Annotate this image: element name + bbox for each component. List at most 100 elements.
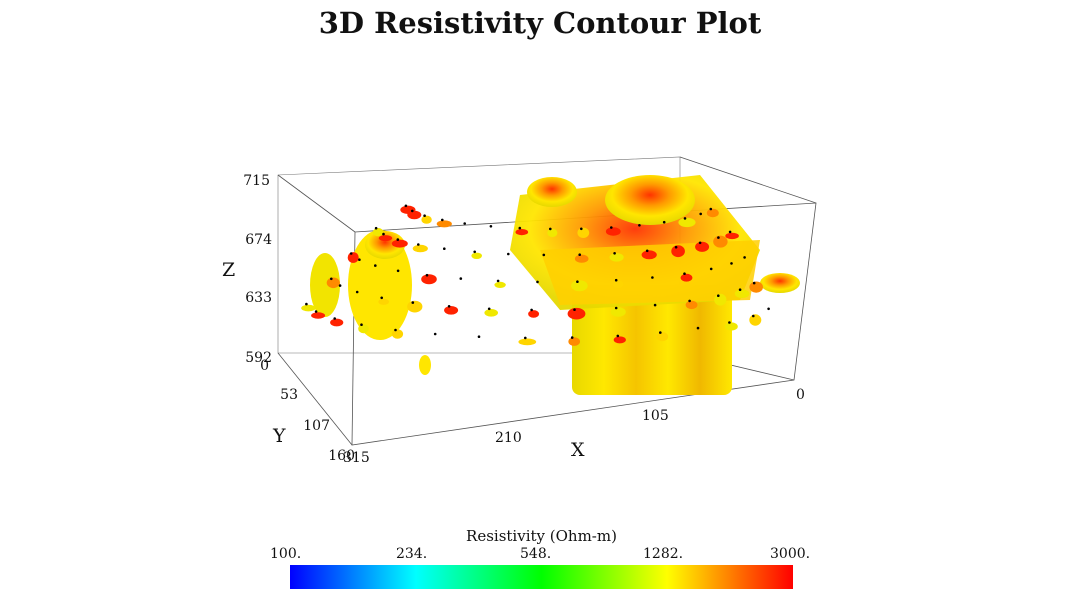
electrode-point: [616, 334, 620, 338]
electrode-point: [683, 272, 686, 276]
isosurface-body: [540, 240, 760, 305]
colorbar: [290, 565, 793, 589]
isosurface-blob: [577, 227, 590, 238]
electrode-point: [338, 284, 342, 287]
isosurface-blob: [680, 273, 693, 282]
electrode-point: [662, 220, 666, 224]
isosurface-blob: [678, 217, 696, 228]
electrode-point: [717, 236, 720, 239]
isosurface-blob: [484, 309, 499, 317]
z-axis-label: Z: [222, 259, 235, 281]
electrode-point: [459, 277, 463, 280]
electrode-point: [507, 252, 510, 256]
z-tick-label: 715: [243, 173, 270, 189]
electrode-point: [752, 281, 756, 285]
isosurface-blob: [515, 229, 529, 236]
electrode-point: [638, 224, 641, 227]
electrode-point: [683, 217, 687, 220]
electrode-point: [699, 212, 702, 216]
colorbar-tick-label: 548.: [520, 546, 552, 562]
isosurface-blob: [421, 215, 432, 224]
electrode-point: [728, 321, 731, 324]
electrode-point: [524, 336, 527, 340]
isosurface-blob: [326, 277, 340, 289]
electrode-point: [614, 306, 618, 310]
isosurface-body: [760, 273, 800, 293]
isosurface-blob: [713, 235, 728, 248]
electrode-point: [743, 256, 746, 259]
isosurface-blob: [641, 250, 657, 260]
isosurface-blob: [547, 228, 558, 238]
x-tick-label: 315: [343, 450, 370, 466]
electrode-point: [651, 276, 654, 279]
isosurface-blob: [685, 300, 698, 310]
isosurface-blob: [407, 210, 422, 220]
electrode-point: [614, 278, 618, 282]
electrode-point: [380, 296, 384, 300]
electrode-point: [443, 247, 446, 250]
electrode-point: [674, 245, 678, 249]
electrode-point: [613, 252, 616, 255]
isosurface-blob: [378, 298, 390, 305]
isosurface-body: [527, 177, 577, 207]
electrode-point: [314, 310, 318, 313]
isosurface-blob: [714, 293, 727, 306]
electrode-point: [349, 252, 353, 255]
z-tick-label: 633: [245, 290, 272, 306]
chart-title: 3D Resistivity Contour Plot: [318, 6, 762, 40]
electrode-point: [730, 262, 733, 265]
isosurface-blob: [725, 322, 738, 331]
electrode-point: [653, 303, 657, 307]
electrode-point: [688, 299, 691, 303]
isosurface-blob: [421, 274, 437, 285]
electrode-point: [411, 301, 415, 304]
x-tick-label: 0: [796, 387, 805, 403]
x-axis-label: X: [571, 439, 585, 461]
electrode-point: [433, 332, 437, 336]
electrode-point: [477, 335, 481, 339]
isosurface-blob: [407, 300, 423, 313]
electrode-point: [374, 264, 377, 267]
isosurface-blob: [609, 252, 624, 262]
isosurface-blob: [358, 324, 369, 334]
isosurface-blob: [330, 318, 344, 327]
electrode-point: [767, 307, 770, 311]
electrode-point: [728, 230, 732, 234]
electrode-point: [358, 258, 361, 262]
electrode-point: [645, 249, 649, 253]
isosurface-body: [348, 230, 412, 340]
isosurface-blob: [412, 244, 428, 253]
electrode-point: [578, 253, 581, 256]
z-tick-label: 592: [245, 350, 272, 366]
electrode-point: [580, 227, 583, 231]
electrode-point: [698, 241, 702, 245]
electrode-point: [549, 227, 552, 231]
isosurface-blob: [471, 252, 483, 259]
electrode-point: [394, 328, 397, 332]
isosurface-blob: [695, 241, 710, 252]
isosurface-blob: [656, 332, 669, 342]
colorbar-tick-label: 1282.: [643, 546, 684, 562]
electrode-point: [536, 280, 539, 284]
plot-area: Z 715 674 633 592 Y 0 53 107 160 X 315 2…: [222, 156, 817, 466]
electrode-point: [441, 218, 444, 222]
isosurface-blob: [725, 232, 739, 240]
electrode-point: [423, 214, 426, 217]
electrode-point: [425, 273, 429, 277]
isosurface-blob: [301, 304, 316, 312]
isosurface-blob: [528, 310, 540, 318]
electrode-point: [752, 314, 755, 318]
x-tick-label: 105: [642, 408, 669, 424]
electrode-point: [487, 307, 491, 311]
isosurface-blob: [518, 338, 537, 346]
electrode-point: [447, 305, 451, 308]
isosurface-body: [310, 253, 340, 317]
electrode-point: [374, 226, 378, 230]
isosurface-body: [365, 231, 405, 259]
isosurface-blob: [568, 337, 580, 346]
isosurface-body: [605, 175, 695, 225]
electrode-point: [576, 280, 579, 284]
y-tick-label: 160: [328, 448, 355, 464]
isosurface-blob: [574, 254, 589, 263]
colorbar-tick-label: 234.: [396, 546, 428, 562]
